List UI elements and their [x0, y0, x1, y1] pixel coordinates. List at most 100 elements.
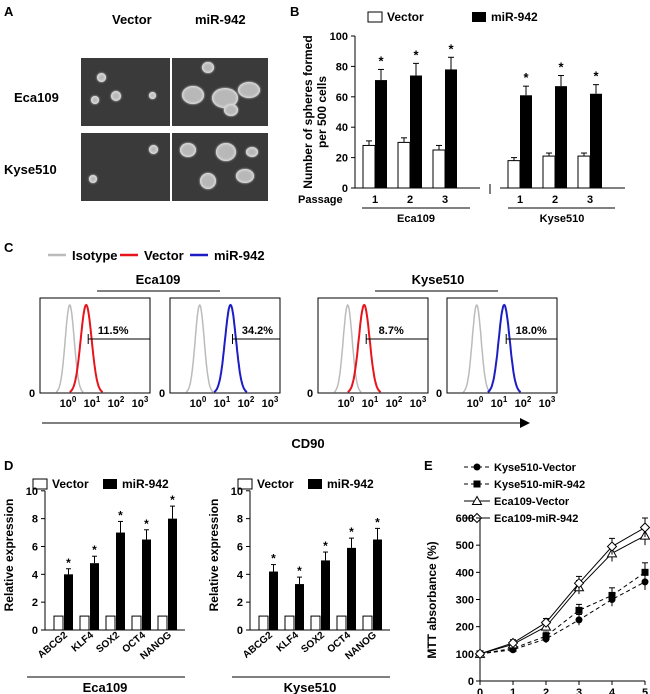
- gene-label: SOX2: [94, 630, 122, 656]
- significance-star: *: [448, 41, 454, 56]
- bar-mir942: [295, 584, 304, 630]
- row-label-eca109: Eca109: [14, 90, 59, 105]
- x-tick-label: 0: [477, 687, 483, 694]
- group-label-kyse510: Kyse510: [412, 272, 465, 287]
- bar-vector: [53, 615, 64, 631]
- data-point: [641, 578, 649, 586]
- y-tick-label: 8: [237, 514, 243, 526]
- legend-swatch-mir942: [103, 479, 117, 489]
- x-tick-label: 101: [84, 395, 101, 410]
- legend-label-mir942: miR-942: [491, 10, 538, 24]
- passage-tick-label: 1: [517, 194, 523, 206]
- y-tick-label: 200: [456, 622, 474, 634]
- bar-vector: [105, 615, 116, 631]
- y-zero-label: 0: [307, 388, 313, 400]
- data-point: [507, 637, 519, 649]
- legend-label: Eca109-miR-942: [494, 513, 578, 525]
- significance-star: *: [170, 493, 175, 507]
- y-tick-label: 100: [330, 31, 348, 43]
- legend-swatch-mir942: [308, 479, 322, 489]
- bar-mir942: [64, 574, 73, 630]
- bar-mir942: [410, 75, 422, 188]
- panel-a: A Vector miR-942 Eca109 Kyse510: [0, 0, 290, 215]
- bar-mir942: [269, 571, 278, 630]
- x-tick-label: 103: [132, 395, 149, 410]
- y-tick-label: 0: [342, 183, 348, 195]
- passage-tick-label: 2: [552, 194, 558, 206]
- x-tick-label: 3: [576, 687, 582, 694]
- significance-star: *: [66, 556, 71, 570]
- gene-label: SOX2: [299, 630, 327, 656]
- gene-label: ABCG2: [241, 630, 275, 661]
- gate-percent: 34.2%: [242, 325, 273, 337]
- col-label-mir942: miR-942: [195, 12, 246, 27]
- sample-curve: [69, 303, 104, 393]
- y-tick-label: 40: [336, 122, 348, 134]
- y-tick-label: 6: [32, 541, 38, 553]
- data-point: [639, 522, 650, 533]
- x-tick-label: 100: [467, 395, 484, 410]
- col-label-vector: Vector: [112, 12, 152, 27]
- group-label: Kyse510: [284, 680, 337, 694]
- y-axis-label: Relative expression: [207, 499, 221, 612]
- row-label-kyse510: Kyse510: [4, 162, 57, 177]
- y-zero-label: 0: [436, 388, 442, 400]
- panel-b: B Vector miR-942 0 20 40 60 80 100 Number of sph…: [290, 0, 650, 235]
- significance-star: *: [297, 564, 302, 578]
- bar-mir942: [90, 563, 99, 630]
- data-point: [606, 541, 618, 552]
- gate-percent: 18.0%: [516, 325, 547, 337]
- isotype-curve: [55, 303, 84, 393]
- y-tick-label: 600: [456, 513, 474, 525]
- y-zero-label: 0: [29, 388, 35, 400]
- x-tick-label: 103: [262, 395, 279, 410]
- legend-swatch-vector: [237, 478, 253, 490]
- y-tick-label: 300: [456, 595, 474, 607]
- arrow-head: [520, 418, 530, 428]
- y-axis-label: MTT absorbance (%): [425, 541, 439, 658]
- micrograph-kyse510-vector: [81, 133, 170, 201]
- x-tick-label: 102: [108, 395, 125, 410]
- significance-star: *: [593, 69, 599, 84]
- y-tick-label: 100: [456, 649, 474, 661]
- x-tick-label: 103: [539, 395, 556, 410]
- x-tick-label: 101: [362, 395, 379, 410]
- y-tick-label: 0: [237, 625, 243, 637]
- flow-cytometry-histograms: Isotype Vector miR-942 Eca109 Kyse510 11.5% 10…: [29, 248, 558, 451]
- bar-vector: [507, 160, 521, 189]
- x-tick-label: 102: [515, 395, 532, 410]
- bar-mir942: [168, 518, 177, 630]
- x-tick-label: 103: [410, 395, 427, 410]
- significance-star: *: [378, 53, 384, 68]
- x-tick-label: 100: [338, 395, 355, 410]
- data-point: [608, 591, 616, 599]
- data-point: [641, 568, 649, 576]
- x-tick-label: 101: [491, 395, 508, 410]
- y-tick-label: 4: [32, 569, 39, 581]
- x-tick-label: 2: [543, 687, 549, 694]
- histogram-frame: [317, 297, 429, 394]
- legend-label: Kyse510-Vector: [494, 462, 577, 474]
- mtt-absorbance-chart: Kyse510-Vector Kyse510-miR-942 Eca109-Vect…: [425, 462, 650, 694]
- bar-mir942: [520, 95, 532, 188]
- legend-swatch-vector: [32, 478, 48, 490]
- sample-curve: [213, 303, 248, 393]
- legend-label-mir942: miR-942: [327, 477, 374, 491]
- data-point: [474, 648, 486, 660]
- x-tick-label: 4: [609, 687, 616, 694]
- passage-tick-label: 2: [407, 194, 413, 206]
- y-axis-label: Number of spheres formedper 500 cells: [301, 35, 329, 188]
- y-tick-label: 80: [336, 61, 348, 73]
- y-tick-label: 0: [468, 676, 474, 688]
- x-tick-label: 100: [190, 395, 207, 410]
- legend-label-vector: Vector: [257, 477, 294, 491]
- y-tick-label: 60: [336, 92, 348, 104]
- group-label-eca109: Eca109: [136, 272, 181, 287]
- histogram-frame: [39, 297, 151, 394]
- significance-star: *: [271, 552, 276, 566]
- sample-curve: [487, 303, 522, 393]
- isotype-curve: [333, 303, 362, 393]
- legend-label-mir942: miR-942: [122, 477, 169, 491]
- gene-label: KLF4: [70, 630, 97, 655]
